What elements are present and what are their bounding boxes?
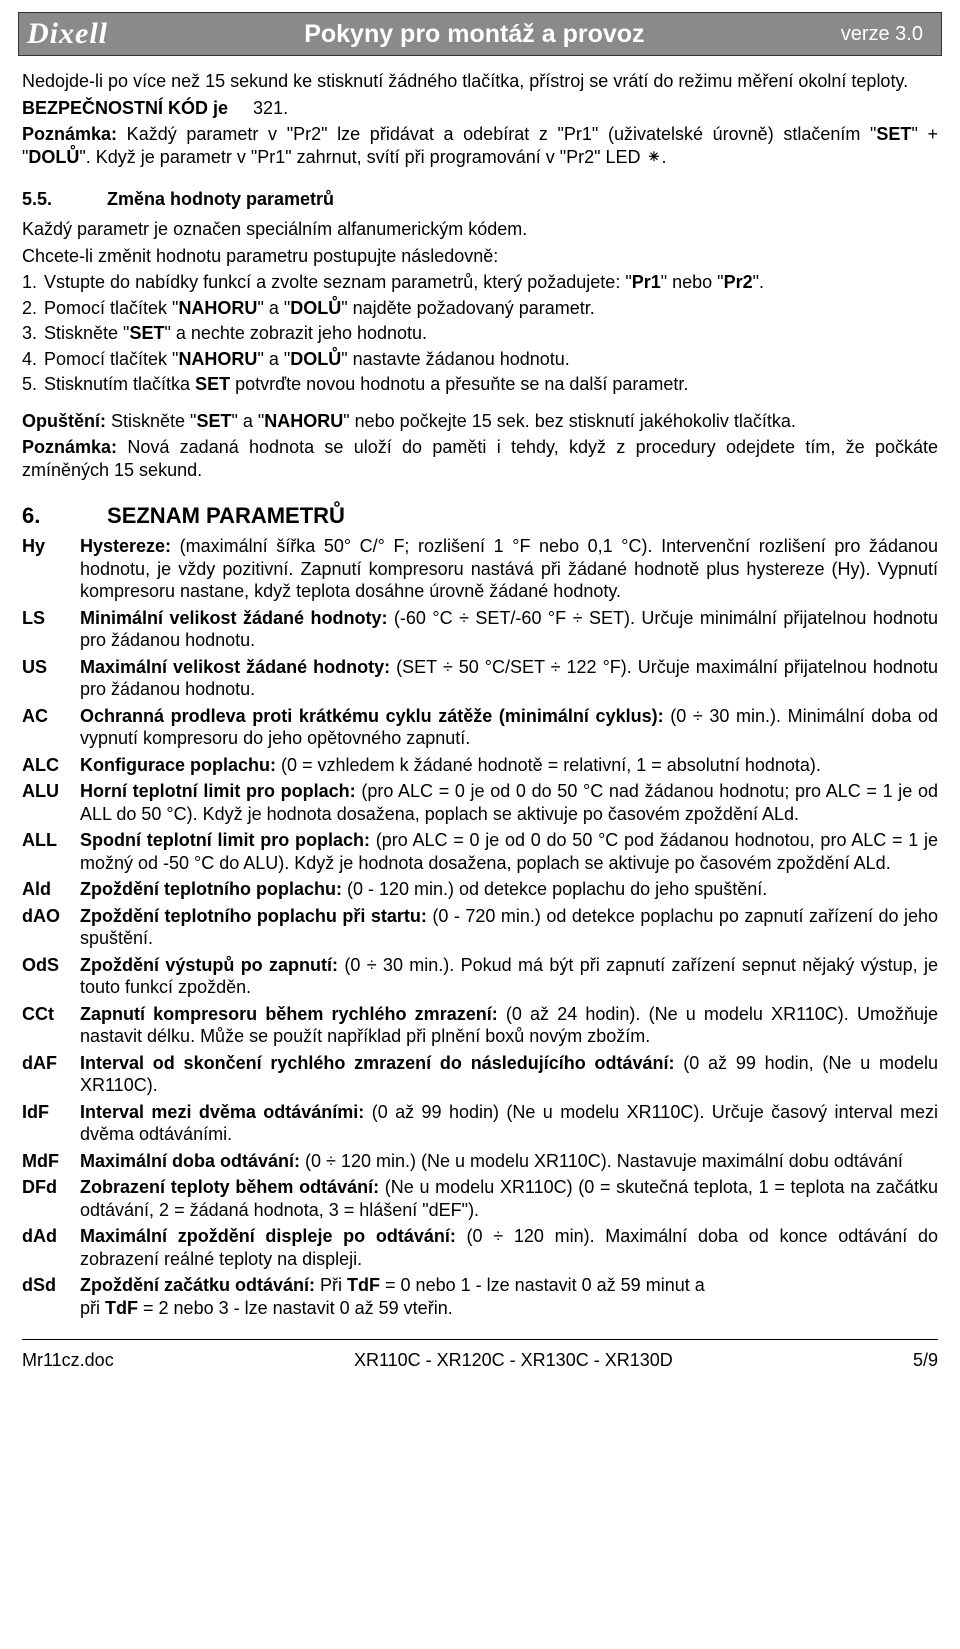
steps-list: 1.Vstupte do nabídky funkcí a zvolte sez… xyxy=(22,271,938,396)
param-hy: HyHystereze: (maximální šířka 50° C/° F;… xyxy=(22,535,938,603)
section-6-no: 6. xyxy=(22,503,102,529)
content: Nedojde-li po více než 15 sekund ke stis… xyxy=(0,56,960,1319)
sec55-p2: Chcete-li změnit hodnotu parametru postu… xyxy=(22,245,938,268)
header-version: verze 3.0 xyxy=(841,23,923,46)
param-alu: ALUHorní teplotní limit pro poplach: (pr… xyxy=(22,780,938,825)
section-55-header: 5.5. Změna hodnoty parametrů xyxy=(22,189,938,210)
section-55-title: Změna hodnoty parametrů xyxy=(107,189,334,209)
footer-center: XR110C - XR120C - XR130C - XR130D xyxy=(354,1350,673,1371)
param-us: USMaximální velikost žádané hodnoty: (SE… xyxy=(22,656,938,701)
security-code: 321. xyxy=(253,98,288,118)
note-dolu: DOLŮ xyxy=(28,147,79,167)
leave-label: Opuštění: xyxy=(22,411,111,431)
header-title: Pokyny pro montáž a provoz xyxy=(304,20,644,49)
brand-logo: Dixell xyxy=(27,17,108,51)
param-daf: dAFInterval od skončení rychlého zmrazen… xyxy=(22,1052,938,1097)
param-all: ALLSpodní teplotní limit pro poplach: (p… xyxy=(22,829,938,874)
security-label: BEZPEČNOSTNÍ KÓD je xyxy=(22,98,228,118)
parameter-list: HyHystereze: (maximální šířka 50° C/° F;… xyxy=(22,535,938,1319)
section-6-title: SEZNAM PARAMETRŮ xyxy=(107,503,345,528)
footer: Mr11cz.doc XR110C - XR120C - XR130C - XR… xyxy=(0,1340,960,1389)
led-icon: ✳ xyxy=(646,147,662,170)
param-mdf: MdFMaximální doba odtávání: (0 ÷ 120 min… xyxy=(22,1150,938,1173)
param-ods: OdSZpoždění výstupů po zapnutí: (0 ÷ 30 … xyxy=(22,954,938,999)
leave-paragraph: Opuštění: Stiskněte "SET" a "NAHORU" neb… xyxy=(22,410,938,433)
note-paragraph: Poznámka: Každý parametr v "Pr2" lze při… xyxy=(22,123,938,169)
param-dfd: DFdZobrazení teploty během odtávání: (Ne… xyxy=(22,1176,938,1221)
step-1: 1.Vstupte do nabídky funkcí a zvolte sez… xyxy=(22,271,938,294)
svg-text:✳: ✳ xyxy=(648,150,659,164)
note-set: SET xyxy=(876,124,911,144)
param-ls: LSMinimální velikost žádané hodnoty: (-6… xyxy=(22,607,938,652)
param-dsd: dSd Zpoždění začátku odtávání: Při TdF =… xyxy=(22,1274,938,1319)
note-text-1: Každý parametr v "Pr2" lze přidávat a od… xyxy=(117,124,876,144)
security-code-line: BEZPEČNOSTNÍ KÓD je 321. xyxy=(22,97,938,120)
footer-left: Mr11cz.doc xyxy=(22,1350,114,1371)
header-bar: Dixell Pokyny pro montáž a provoz verze … xyxy=(18,12,942,56)
section-55-no: 5.5. xyxy=(22,189,102,210)
intro-paragraph-1: Nedojde-li po více než 15 sekund ke stis… xyxy=(22,70,938,93)
param-dao: dAOZpoždění teplotního poplachu při star… xyxy=(22,905,938,950)
param-ac: ACOchranná prodleva proti krátkému cyklu… xyxy=(22,705,938,750)
document-page: Dixell Pokyny pro montáž a provoz verze … xyxy=(0,12,960,1389)
step-3: 3.Stiskněte "SET" a nechte zobrazit jeho… xyxy=(22,322,938,345)
sec55-p1: Každý parametr je označen speciálním alf… xyxy=(22,218,938,241)
param-cct: CCtZapnutí kompresoru během rychlého zmr… xyxy=(22,1003,938,1048)
param-ald: AldZpoždění teplotního poplachu: (0 - 12… xyxy=(22,878,938,901)
param-dad: dAdMaximální zpoždění displeje po odtává… xyxy=(22,1225,938,1270)
param-idf: IdFInterval mezi dvěma odtáváními: (0 až… xyxy=(22,1101,938,1146)
note2-label: Poznámka: xyxy=(22,437,127,457)
step-5: 5.Stisknutím tlačítka SET potvrďte novou… xyxy=(22,373,938,396)
note2-paragraph: Poznámka: Nová zadaná hodnota se uloží d… xyxy=(22,436,938,481)
step-4: 4.Pomocí tlačítek "NAHORU" a "DOLŮ" nast… xyxy=(22,348,938,371)
param-alc: ALCKonfigurace poplachu: (0 = vzhledem k… xyxy=(22,754,938,777)
note-label: Poznámka: xyxy=(22,124,117,144)
step-2: 2.Pomocí tlačítek "NAHORU" a "DOLŮ" najd… xyxy=(22,297,938,320)
note-text-3: ". Když je parametr v "Pr1" zahrnut, sví… xyxy=(79,147,645,167)
section-6-header: 6. SEZNAM PARAMETRŮ xyxy=(22,503,938,529)
note-end: . xyxy=(662,147,667,167)
footer-right: 5/9 xyxy=(913,1350,938,1371)
